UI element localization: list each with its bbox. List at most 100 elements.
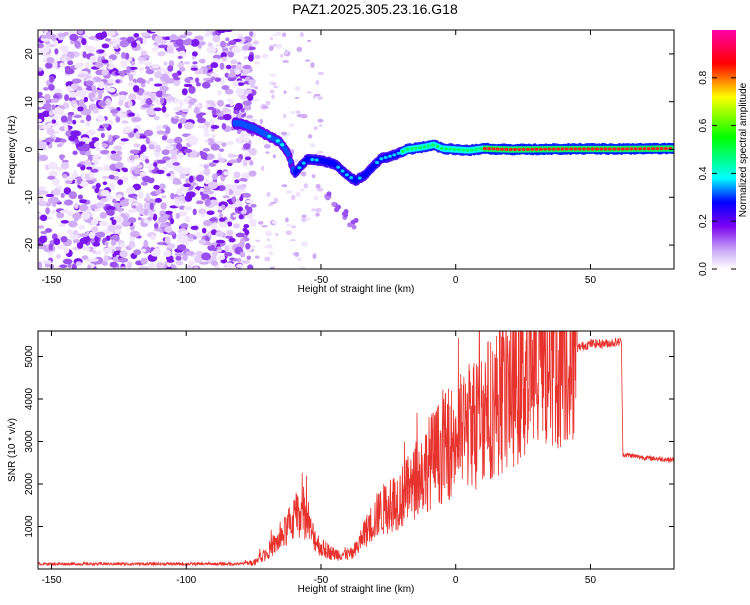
noise-blob: [147, 208, 153, 215]
noise-blob: [242, 45, 250, 51]
noise-blob: [69, 33, 79, 42]
noise-blob: [254, 61, 261, 65]
noise-blob: [161, 149, 170, 156]
noise-blob: [250, 84, 256, 89]
trace-core: [413, 146, 418, 150]
noise-blob: [317, 96, 323, 100]
noise-blob: [38, 154, 49, 162]
noise-blob: [126, 261, 132, 269]
noise-blob: [250, 203, 257, 208]
noise-blob: [294, 96, 300, 99]
noise-blob: [226, 230, 233, 237]
noise-blob: [188, 260, 196, 265]
noise-blob: [224, 252, 233, 257]
noise-blob: [265, 100, 271, 106]
noise-blob: [184, 77, 193, 84]
trace-core: [435, 144, 440, 148]
noise-blob: [115, 162, 124, 170]
noise-blob: [40, 230, 48, 235]
noise-blob: [175, 255, 182, 261]
noise-blob: [174, 115, 180, 120]
noise-blob: [38, 140, 44, 148]
noise-blob: [206, 210, 215, 216]
noise-blob: [254, 255, 260, 259]
noise-blob: [254, 54, 261, 60]
noise-blob: [57, 143, 62, 148]
noise-blob: [50, 209, 56, 215]
noise-blob: [221, 142, 227, 147]
noise-blob: [148, 112, 157, 116]
trace-core: [379, 157, 384, 161]
noise-blob: [286, 223, 292, 227]
noise-blob: [107, 87, 116, 93]
noise-blob: [127, 100, 133, 108]
noise-blob: [201, 227, 207, 234]
noise-blob: [219, 62, 225, 70]
noise-blob: [157, 44, 168, 49]
noise-blob: [60, 192, 65, 198]
noise-blob: [261, 225, 269, 228]
trace-core: [625, 147, 630, 151]
noise-blob: [140, 257, 148, 265]
noise-blob: [85, 114, 92, 122]
noise-blob: [307, 39, 312, 43]
noise-blob: [206, 79, 214, 83]
noise-blob: [61, 159, 69, 163]
noise-blob: [51, 119, 57, 124]
noise-blob: [150, 250, 161, 257]
noise-blob: [183, 183, 191, 188]
noise-blob: [285, 230, 292, 236]
noise-blob: [190, 225, 199, 230]
noise-blob: [109, 261, 118, 268]
noise-blob: [264, 245, 269, 248]
noise-blob: [225, 37, 230, 42]
noise-blob: [231, 46, 241, 54]
noise-blob: [237, 206, 244, 212]
noise-blob: [317, 118, 324, 123]
noise-blob: [145, 193, 150, 201]
trace-core: [375, 160, 380, 165]
noise-blob: [109, 182, 116, 191]
noise-blob: [227, 98, 233, 103]
noise-blob: [101, 59, 109, 64]
noise-blob: [96, 202, 106, 208]
spectrogram-x-tick-label: 50: [585, 275, 597, 286]
snr-x-ticks: -150 -100 -50 0 50: [41, 331, 596, 586]
noise-blob: [92, 108, 99, 114]
noise-blob: [218, 148, 225, 152]
noise-blob: [211, 133, 216, 140]
noise-blob: [72, 238, 80, 244]
noise-blob: [62, 173, 68, 179]
noise-blob: [171, 72, 179, 79]
noise-blob: [299, 188, 305, 192]
noise-blob: [92, 177, 97, 183]
secondary-trace-blob: [336, 204, 342, 210]
noise-blob: [294, 86, 301, 91]
noise-blob: [269, 266, 276, 269]
noise-blob: [52, 188, 61, 196]
trace-core: [642, 147, 647, 151]
noise-blob: [159, 210, 166, 214]
noise-blob: [121, 120, 129, 124]
noise-blob: [102, 247, 113, 254]
noise-blob: [46, 128, 55, 136]
noise-blob: [110, 153, 120, 161]
noise-blob: [77, 30, 84, 35]
noise-blob: [108, 58, 113, 66]
noise-blob: [108, 106, 117, 110]
trace-core: [594, 147, 599, 151]
noise-blob: [164, 113, 170, 118]
trace-core: [336, 165, 341, 169]
secondary-trace-blob: [331, 201, 337, 207]
noise-blob: [100, 132, 105, 139]
noise-blob: [284, 217, 289, 223]
noise-blob: [110, 109, 119, 114]
colorbar-ticks: 0.0 0.2 0.4 0.6 0.8: [698, 70, 736, 276]
noise-blob: [94, 62, 104, 69]
noise-blob: [188, 85, 196, 94]
noise-blob: [60, 115, 68, 123]
noise-blob: [128, 217, 137, 224]
spectrogram-x-tick-label: 0: [453, 275, 459, 286]
noise-blob: [104, 85, 109, 91]
